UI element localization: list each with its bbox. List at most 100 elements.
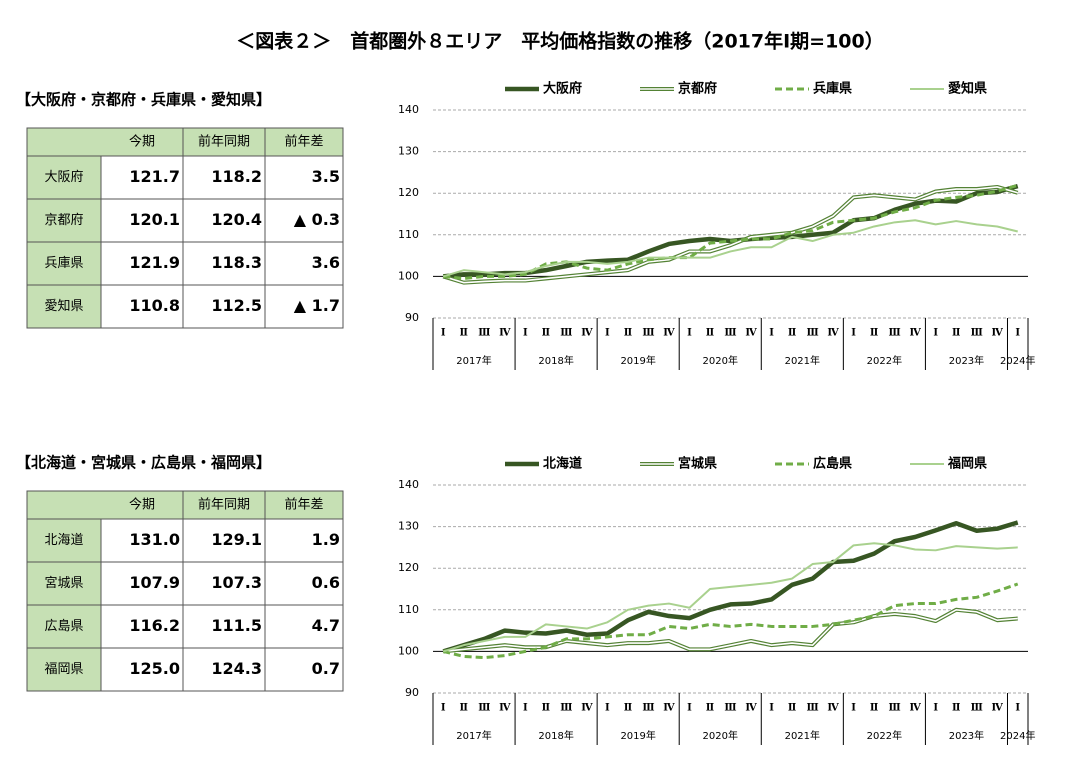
y-tick-label: 130: [398, 145, 419, 158]
x-tick-label: Ⅱ: [952, 328, 960, 339]
x-tick-label: Ⅲ: [724, 328, 736, 339]
x-tick-label: Ⅱ: [460, 328, 468, 339]
y-tick-label: 100: [398, 269, 419, 282]
column-header: 前年同期: [198, 497, 250, 513]
table-heading: 【大阪府・京都府・兵庫県・愛知県】: [16, 91, 271, 109]
cell: 121.7: [129, 167, 180, 186]
cell: 0.6: [312, 573, 340, 592]
row-bg: [100, 284, 344, 329]
x-tick-label: Ⅳ: [909, 328, 921, 339]
year-label: 2020年: [703, 729, 738, 742]
cell: 120.4: [211, 210, 262, 229]
column-header: 今期: [129, 134, 155, 150]
x-tick-label: Ⅲ: [560, 328, 572, 339]
y-tick-label: 120: [398, 561, 419, 574]
x-tick-label: Ⅲ: [642, 328, 654, 339]
year-label: 2023年: [949, 729, 984, 742]
cell: ▲ 1.7: [294, 296, 340, 315]
x-tick-label: Ⅲ: [642, 703, 654, 714]
x-tick-label: Ⅳ: [827, 703, 839, 714]
row-name-bg: [26, 241, 102, 286]
row-name-bg: [26, 647, 102, 692]
cell: 120.1: [129, 210, 180, 229]
x-tick-label: Ⅲ: [478, 328, 490, 339]
x-tick-label: Ⅰ: [769, 703, 774, 714]
row-bg: [100, 518, 344, 563]
row-name: 宮城県: [44, 575, 83, 591]
column-header: 前年差: [284, 134, 323, 150]
table-heading: 【北海道・宮城県・広島県・福岡県】: [16, 454, 271, 472]
year-label: 2017年: [456, 354, 491, 367]
x-tick-label: Ⅳ: [992, 703, 1004, 714]
x-tick-label: Ⅳ: [581, 703, 593, 714]
year-label: 2024年: [1000, 354, 1035, 367]
x-tick-label: Ⅱ: [706, 703, 714, 714]
legend-label: 京都府: [678, 81, 717, 97]
header-bg: [26, 127, 344, 157]
cell: 3.5: [312, 167, 340, 186]
x-tick-label: Ⅰ: [523, 328, 528, 339]
cell: 124.3: [211, 659, 262, 678]
x-tick-label: Ⅱ: [788, 703, 796, 714]
x-tick-label: Ⅲ: [889, 703, 901, 714]
x-tick-label: Ⅰ: [1015, 703, 1020, 714]
cell: 1.9: [312, 530, 340, 549]
legend-label: 宮城県: [678, 456, 717, 472]
legend-label: 兵庫県: [813, 81, 852, 97]
row-name: 京都府: [44, 213, 83, 228]
row-name-bg: [26, 155, 102, 200]
series-line: [442, 542, 1018, 653]
x-tick-label: Ⅳ: [745, 703, 757, 714]
legend-label: 愛知県: [948, 81, 987, 97]
series-line: [442, 582, 1019, 660]
legend-label: 北海道: [543, 456, 582, 472]
cell: 116.2: [129, 616, 180, 635]
x-tick-label: Ⅰ: [769, 328, 774, 339]
x-tick-label: Ⅰ: [1015, 328, 1020, 339]
x-tick-label: Ⅰ: [687, 328, 692, 339]
cell: ▲ 0.3: [294, 210, 340, 229]
x-tick-label: Ⅳ: [745, 328, 757, 339]
series-line-inner: [443, 186, 1018, 284]
x-tick-label: Ⅳ: [827, 328, 839, 339]
year-label: 2018年: [538, 354, 573, 367]
x-tick-label: Ⅲ: [806, 703, 818, 714]
series-line: [443, 183, 1019, 280]
row-name-bg: [26, 284, 102, 329]
cell: 107.3: [211, 573, 262, 592]
x-tick-label: Ⅱ: [542, 703, 550, 714]
cell: 131.0: [129, 530, 180, 549]
y-tick-label: 140: [398, 103, 419, 116]
cell: 4.7: [312, 616, 340, 635]
x-tick-label: Ⅲ: [889, 328, 901, 339]
year-label: 2021年: [785, 354, 820, 367]
year-label: 2020年: [703, 354, 738, 367]
x-tick-label: Ⅳ: [663, 703, 675, 714]
y-tick-label: 130: [398, 520, 419, 533]
cell: 107.9: [129, 573, 180, 592]
x-tick-label: Ⅰ: [851, 328, 856, 339]
cell: 118.2: [211, 167, 262, 186]
cell: 118.3: [211, 253, 262, 272]
cell: 121.9: [129, 253, 180, 272]
x-tick-label: Ⅰ: [851, 703, 856, 714]
year-label: 2021年: [785, 729, 820, 742]
x-tick-label: Ⅰ: [523, 703, 528, 714]
year-label: 2022年: [867, 354, 902, 367]
x-tick-label: Ⅱ: [460, 703, 468, 714]
cell: 3.6: [312, 253, 340, 272]
y-tick-label: 100: [398, 644, 419, 657]
x-tick-label: Ⅱ: [870, 703, 878, 714]
x-tick-label: Ⅰ: [441, 703, 446, 714]
x-tick-label: Ⅳ: [581, 328, 593, 339]
x-tick-label: Ⅱ: [624, 328, 632, 339]
x-tick-label: Ⅰ: [933, 328, 938, 339]
column-header: 前年差: [284, 497, 323, 513]
year-label: 2022年: [867, 729, 902, 742]
row-name: 大阪府: [44, 170, 83, 185]
x-tick-label: Ⅲ: [724, 703, 736, 714]
column-header: 前年同期: [198, 134, 250, 150]
year-label: 2023年: [949, 354, 984, 367]
x-tick-label: Ⅲ: [971, 328, 983, 339]
